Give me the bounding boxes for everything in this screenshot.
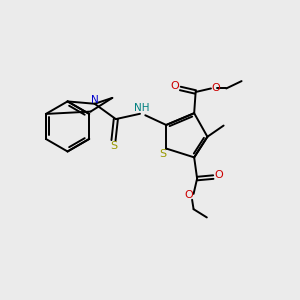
Text: N: N: [91, 95, 98, 105]
Text: S: S: [110, 141, 117, 151]
Text: O: O: [184, 190, 193, 200]
Text: NH: NH: [134, 103, 149, 113]
Text: S: S: [159, 149, 166, 159]
Text: O: O: [212, 82, 220, 93]
Text: O: O: [171, 81, 179, 91]
Text: O: O: [214, 170, 223, 180]
